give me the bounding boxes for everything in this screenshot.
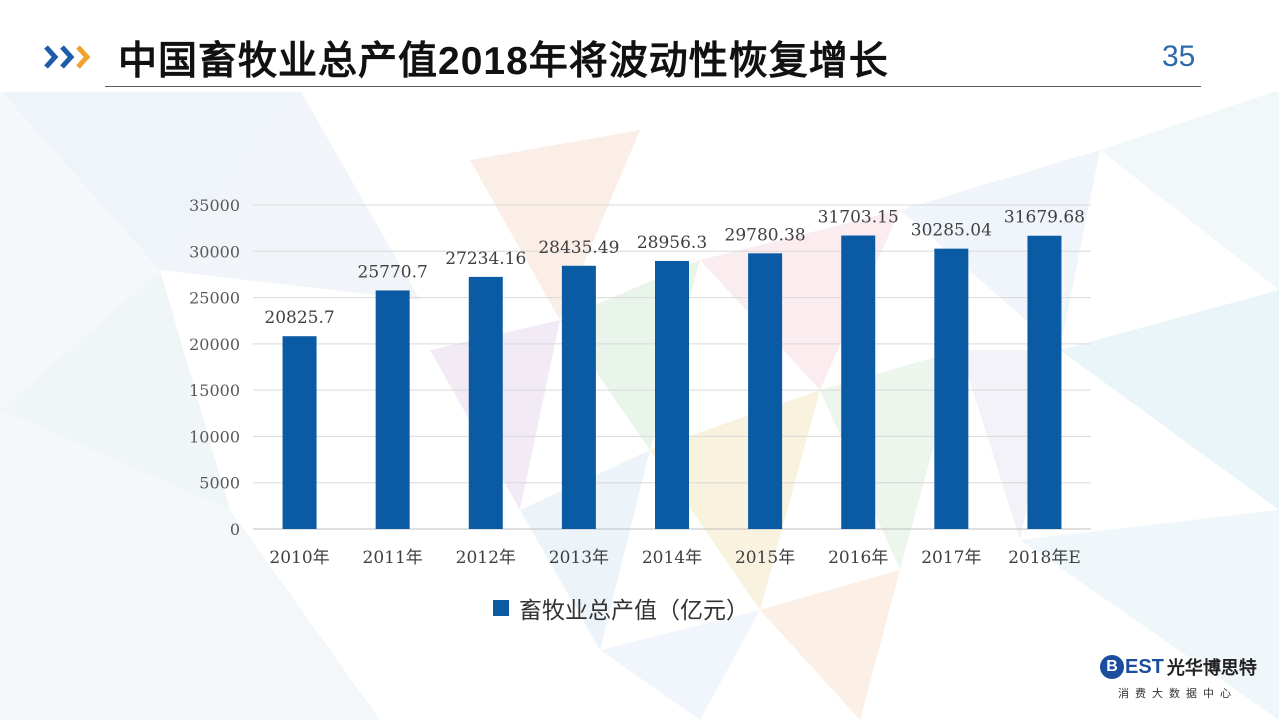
x-tick-label: 2014年 xyxy=(642,548,702,568)
y-tick-label: 10000 xyxy=(189,427,240,446)
x-tick-label: 2018年E xyxy=(1008,548,1081,568)
bar xyxy=(375,290,410,529)
bar xyxy=(748,253,783,529)
y-tick-label: 15000 xyxy=(189,381,240,400)
x-tick-label: 2016年 xyxy=(828,548,888,568)
data-label: 31703.15 xyxy=(818,208,899,228)
x-tick-label: 2010年 xyxy=(269,548,329,568)
data-label: 28956.3 xyxy=(637,233,707,253)
y-tick-label: 30000 xyxy=(189,242,240,261)
bar xyxy=(934,248,969,529)
logo-company-name: 光华博思特 xyxy=(1166,658,1257,679)
y-tick-label: 20000 xyxy=(189,335,240,354)
page-number: 35 xyxy=(1162,40,1196,73)
chart-legend: 畜牧业总产值（亿元） xyxy=(493,593,749,624)
triple-chevron-icon xyxy=(44,45,91,69)
bar xyxy=(468,276,503,529)
data-label: 29780.38 xyxy=(725,225,806,245)
logo-est: EST xyxy=(1125,655,1164,678)
x-tick-label: 2017年 xyxy=(921,548,981,568)
header-divider xyxy=(105,86,1201,87)
bar xyxy=(841,235,876,529)
data-label: 30285.04 xyxy=(911,221,992,241)
data-label: 28435.49 xyxy=(538,238,619,258)
data-label: 20825.7 xyxy=(264,308,334,328)
slide-title: 中国畜牧业总产值2018年将波动性恢复增长 xyxy=(118,40,889,83)
logo-tagline: 消费大数据中心 xyxy=(1118,687,1237,700)
data-label: 27234.16 xyxy=(445,249,526,269)
x-tick-label: 2012年 xyxy=(456,548,516,568)
bar xyxy=(561,265,596,529)
y-tick-label: 25000 xyxy=(189,289,240,308)
company-logo: B EST 光华博思特 消费大数据中心 xyxy=(1100,652,1265,704)
x-tick-label: 2011年 xyxy=(363,548,423,568)
bar xyxy=(282,336,317,529)
logo-b-mark: B xyxy=(1100,655,1124,679)
x-tick-label: 2015年 xyxy=(735,548,795,568)
legend-label: 畜牧业总产值（亿元） xyxy=(519,598,749,624)
x-tick-label: 2013年 xyxy=(549,548,609,568)
data-label: 25770.7 xyxy=(358,262,428,282)
legend-swatch xyxy=(493,600,509,616)
y-tick-label: 5000 xyxy=(199,474,240,493)
bar xyxy=(1027,235,1062,529)
data-label: 31679.68 xyxy=(1004,208,1085,228)
y-tick-label: 0 xyxy=(230,520,240,539)
bar xyxy=(655,260,689,529)
slide-header: 中国畜牧业总产值2018年将波动性恢复增长 35 xyxy=(0,0,1279,92)
y-tick-label: 35000 xyxy=(189,196,240,215)
